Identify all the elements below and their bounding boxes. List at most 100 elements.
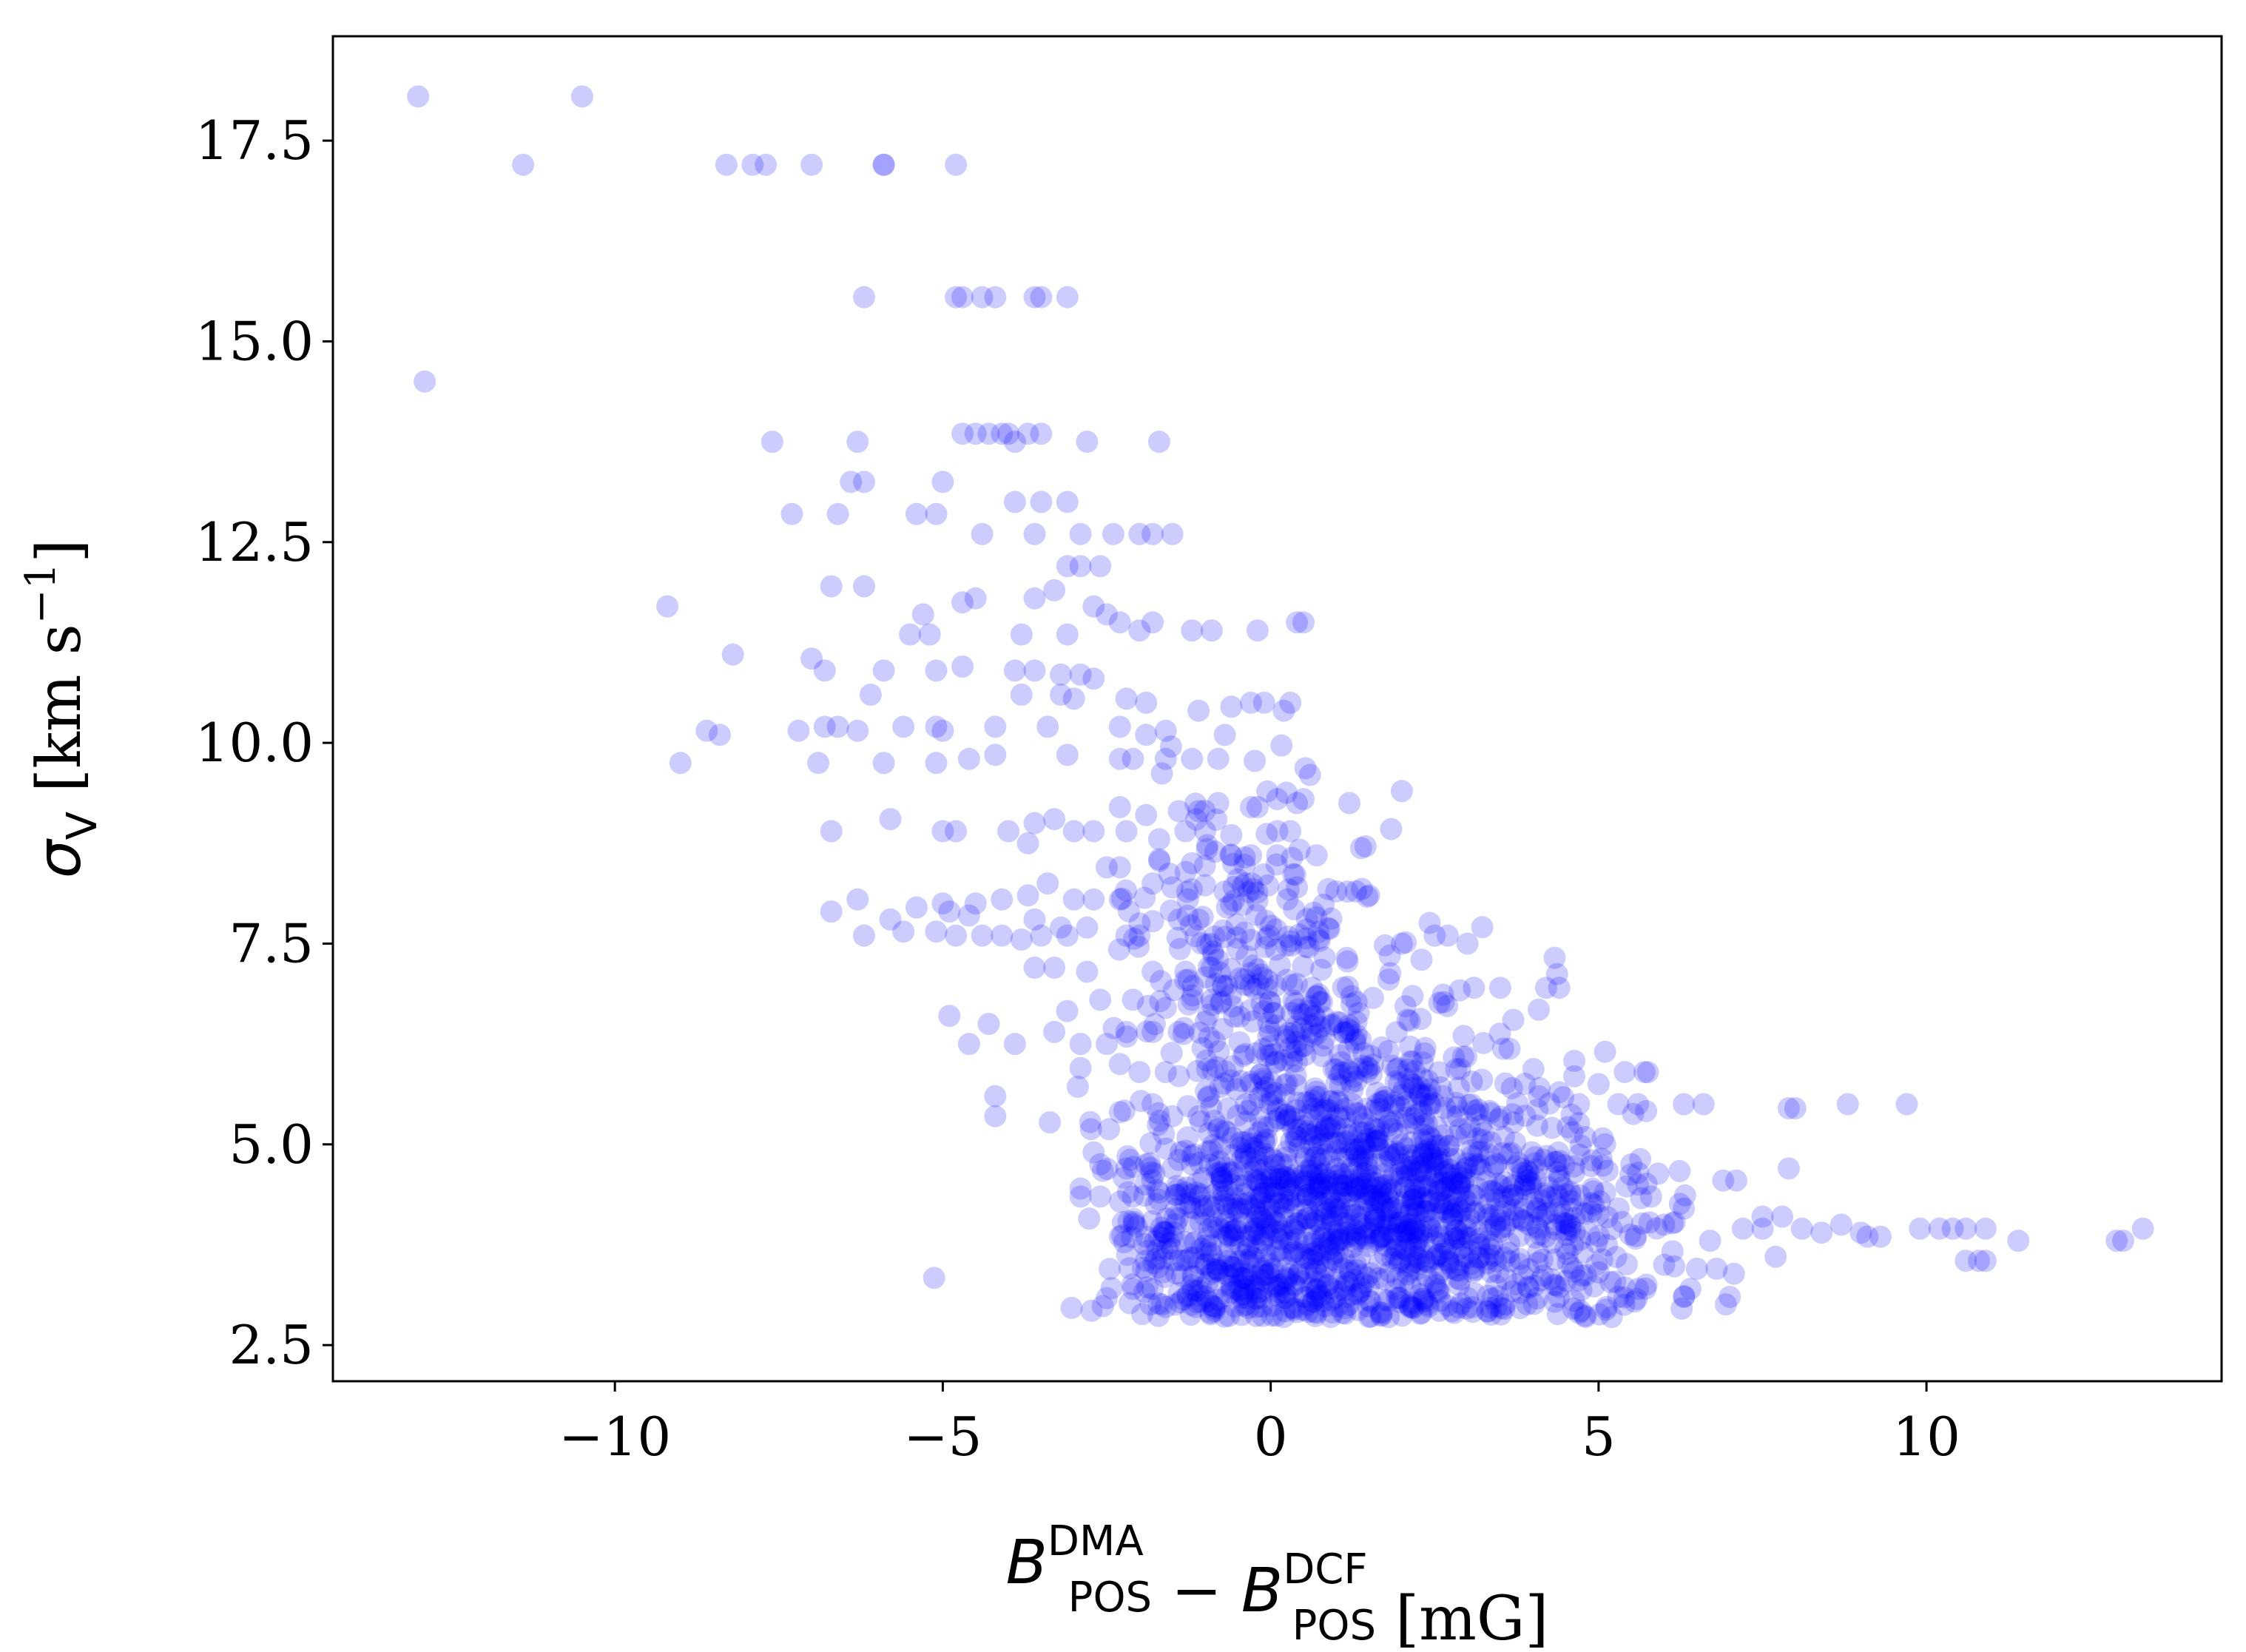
scatter-point <box>1335 1130 1358 1153</box>
scatter-point <box>1281 1215 1304 1238</box>
scatter-point <box>1252 1142 1275 1165</box>
scatter-point <box>1339 1223 1362 1246</box>
scatter-point <box>846 888 869 911</box>
scatter-point <box>1471 1068 1494 1091</box>
scatter-point <box>1393 1221 1416 1244</box>
scatter-point <box>1220 695 1243 718</box>
scatter-point <box>1361 986 1384 1009</box>
scatter-point <box>1255 1264 1278 1287</box>
scatter-point <box>1275 1103 1297 1126</box>
scatter-point <box>1437 1201 1460 1224</box>
scatter-point <box>1434 1238 1457 1261</box>
scatter-point <box>1292 954 1315 977</box>
scatter-point <box>1135 691 1158 714</box>
scatter-point <box>1454 1158 1477 1180</box>
scatter-point <box>846 719 869 742</box>
scatter-point <box>918 623 941 646</box>
scatter-point <box>1261 1294 1284 1317</box>
scatter-point <box>1431 1179 1454 1201</box>
scatter-point <box>1227 868 1250 891</box>
scatter-point <box>1341 1173 1364 1196</box>
scatter-point <box>1179 1247 1202 1269</box>
scatter-point <box>1547 1186 1570 1208</box>
scatter-point <box>1122 1278 1144 1301</box>
scatter-point <box>1284 1185 1306 1208</box>
scatter-point <box>1307 920 1330 943</box>
scatter-point <box>1460 1093 1483 1116</box>
scatter-point <box>1810 1221 1833 1244</box>
scatter-point <box>1199 1241 1222 1264</box>
scatter-point <box>1569 1228 1592 1251</box>
scatter-point <box>1395 1106 1417 1129</box>
scatter-point <box>1453 1187 1476 1210</box>
scatter-point <box>1213 1226 1235 1249</box>
scatter-point <box>1201 994 1224 1017</box>
scatter-point <box>1440 1300 1463 1323</box>
scatter-point <box>1836 1093 1859 1116</box>
scatter-point <box>1320 1014 1342 1037</box>
scatter-point <box>1200 1139 1223 1162</box>
scatter-point <box>1432 1193 1455 1216</box>
scatter-point <box>1579 1192 1602 1215</box>
scatter-point <box>1402 1296 1425 1319</box>
scatter-point <box>1777 1097 1800 1119</box>
scatter-point <box>1204 840 1227 863</box>
scatter-point <box>1309 1172 1332 1195</box>
scatter-point <box>1308 1153 1331 1176</box>
scatter-point <box>1153 1221 1176 1244</box>
scatter-point <box>1272 1306 1295 1329</box>
scatter-point <box>1570 1278 1593 1301</box>
scatter-point <box>879 908 902 931</box>
scatter-point <box>1247 1278 1269 1301</box>
scatter-point <box>1235 1192 1258 1215</box>
scatter-point <box>1312 1173 1335 1196</box>
scatter-point <box>1355 1227 1377 1250</box>
scatter-point <box>1194 966 1217 989</box>
scatter-point <box>1548 977 1571 999</box>
scatter-point <box>1378 1111 1401 1134</box>
y-tick-label: 5.0 <box>229 1113 314 1176</box>
scatter-point <box>820 820 843 843</box>
scatter-point <box>1128 924 1151 947</box>
scatter-point <box>1308 1132 1331 1155</box>
scatter-point <box>971 522 994 545</box>
scatter-point <box>1449 1201 1471 1224</box>
scatter-point <box>957 1033 980 1056</box>
scatter-point <box>1340 1179 1363 1202</box>
scatter-point <box>1167 800 1190 823</box>
scatter-point <box>1489 1216 1512 1239</box>
scatter-point <box>1334 1297 1357 1320</box>
scatter-point <box>1163 1206 1186 1229</box>
scatter-point <box>1319 1131 1342 1154</box>
scatter-point <box>1239 962 1262 985</box>
scatter-point <box>1383 1094 1406 1117</box>
scatter-point <box>1301 1248 1323 1271</box>
scatter-point <box>1123 927 1145 950</box>
scatter-point <box>1419 1094 1442 1117</box>
scatter-point <box>1325 1131 1348 1154</box>
scatter-point <box>1189 1211 1212 1234</box>
scatter-point <box>1122 1185 1144 1208</box>
scatter-point <box>1323 1234 1346 1257</box>
scatter-point <box>1187 1105 1210 1127</box>
scatter-point <box>1630 1212 1653 1235</box>
scatter-point <box>1296 1183 1319 1206</box>
scatter-point <box>1237 1248 1260 1271</box>
scatter-point <box>1468 1139 1491 1162</box>
scatter-point <box>1272 1049 1295 1072</box>
scatter-point <box>1517 1276 1540 1299</box>
scatter-point <box>1515 1164 1538 1187</box>
scatter-point <box>1534 1203 1557 1226</box>
scatter-point <box>991 888 1014 911</box>
scatter-point <box>1511 1162 1534 1184</box>
scatter-point <box>1264 1014 1287 1037</box>
scatter-point <box>1218 1216 1241 1239</box>
scatter-point <box>1361 1184 1384 1207</box>
scatter-point <box>1299 1133 1322 1156</box>
scatter-point <box>1316 1231 1339 1254</box>
scatter-point <box>1251 966 1274 989</box>
scatter-point <box>1312 1289 1335 1312</box>
scatter-point <box>1599 1271 1622 1294</box>
scatter-point <box>1191 906 1214 928</box>
scatter-point <box>1309 991 1332 1014</box>
